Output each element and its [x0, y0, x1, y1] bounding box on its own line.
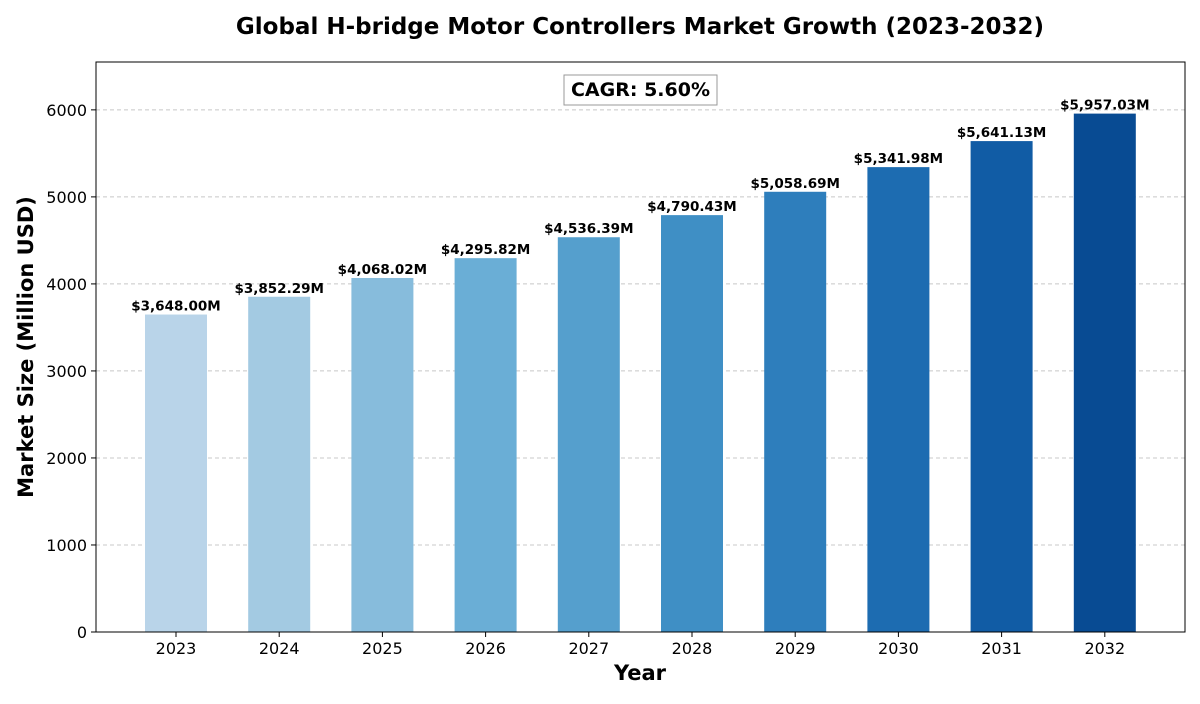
bar-2032: [1073, 113, 1136, 632]
bar-2026: [454, 258, 517, 632]
y-tick-label: 5000: [46, 188, 87, 207]
plot-frame: [95, 61, 1186, 633]
x-axis: 2023 2024 2025 2026 2027 2028 2029 2030 2031 2032: [156, 632, 1125, 658]
x-tick-label: 2027: [568, 639, 609, 658]
bar-value-label: $5,957.03M: [1060, 98, 1149, 114]
y-tick-label: 1000: [46, 536, 87, 555]
y-tick-label: 6000: [46, 101, 87, 120]
bar-value-label: $4,790.43M: [647, 199, 736, 215]
y-tick-label: 4000: [46, 275, 87, 294]
bar-value-label: $5,641.13M: [957, 125, 1046, 141]
bars: [145, 113, 1136, 633]
y-axis: 0 1000 2000 3000 4000 5000 6000: [46, 101, 96, 642]
y-tick-label: 0: [77, 623, 87, 642]
bar-value-label: $4,536.39M: [544, 221, 633, 237]
bar-value-label: $5,058.69M: [750, 176, 839, 192]
y-tick-label: 3000: [46, 362, 87, 381]
bar-2024: [248, 296, 311, 632]
x-tick-label: 2023: [156, 639, 197, 658]
x-tick-label: 2030: [878, 639, 919, 658]
y-axis-label: Market Size (Million USD): [14, 196, 38, 498]
x-tick-label: 2025: [362, 639, 403, 658]
x-axis-label: Year: [613, 661, 667, 685]
y-tick-label: 2000: [46, 449, 87, 468]
bar-2028: [661, 215, 723, 633]
cagr-box: [563, 74, 718, 106]
value-labels: $3,648.00M $3,852.29M $4,068.02M $4,295.82M…: [131, 98, 1149, 315]
x-tick-label: 2028: [672, 639, 713, 658]
bar-value-label: $5,341.98M: [854, 151, 943, 167]
chart-title: Global H-bridge Motor Controllers Market…: [236, 14, 1044, 40]
bar-2031: [970, 141, 1033, 632]
x-tick-label: 2026: [465, 639, 506, 658]
x-tick-label: 2029: [775, 639, 816, 658]
bar-2025: [351, 277, 414, 632]
bar-2023: [145, 314, 207, 632]
x-tick-label: 2024: [259, 639, 300, 658]
bar-value-label: $3,852.29M: [234, 281, 323, 297]
x-tick-label: 2032: [1084, 639, 1125, 658]
bar-2029: [764, 191, 827, 632]
bar-value-label: $4,295.82M: [441, 242, 530, 258]
cagr-text: CAGR: 5.60%: [571, 79, 710, 101]
cagr-annotation: CAGR: 5.60%: [563, 74, 718, 106]
bar-value-label: $4,068.02M: [338, 262, 427, 278]
x-tick-label: 2031: [981, 639, 1022, 658]
bar-2030: [867, 167, 930, 632]
bar-value-label: $3,648.00M: [131, 299, 220, 315]
bar-2027: [557, 237, 620, 633]
